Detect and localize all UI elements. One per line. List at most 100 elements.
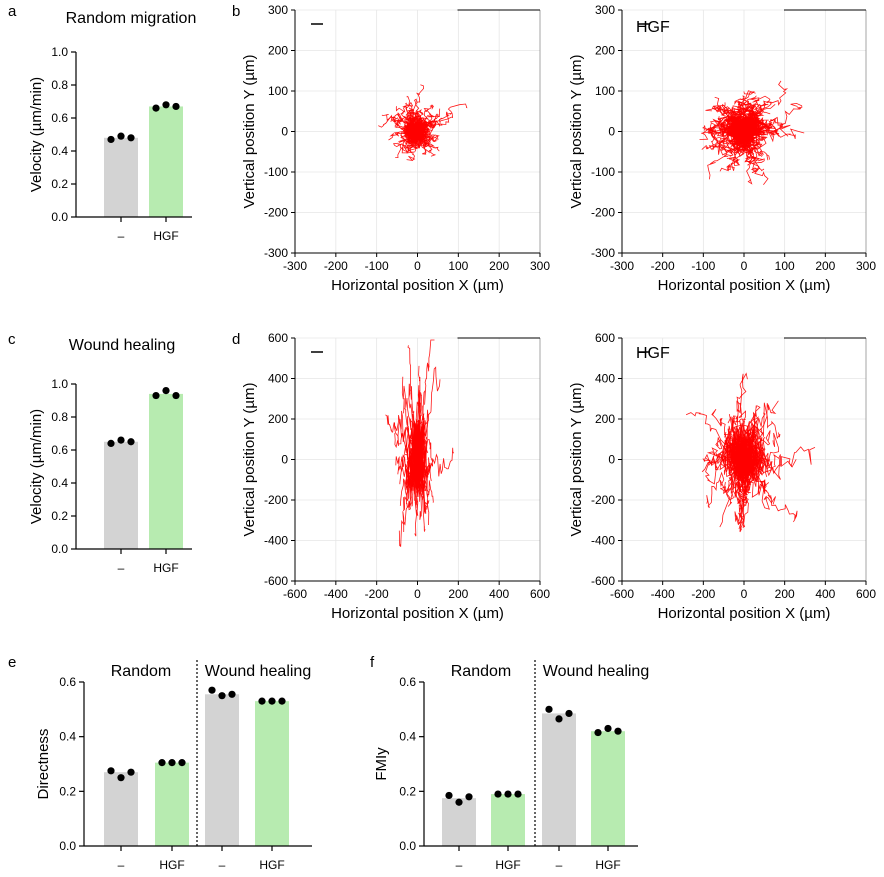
panel-letter-e: e: [8, 654, 16, 671]
y-axis-label-d1: Vertical position Y (µm): [241, 383, 258, 537]
data-point-e-0-0: [107, 767, 115, 775]
y-tick-label-c-2: 0.4: [51, 476, 68, 490]
data-point-a-1-0: [152, 104, 160, 112]
data-point-e-2-0: [208, 686, 216, 694]
data-point-f-1-0: [494, 790, 502, 798]
x-tick-label-d2-6: 600: [856, 587, 876, 601]
data-point-f-3-2: [614, 727, 622, 735]
data-point-e-1-1: [168, 759, 176, 767]
data-point-f-2-1: [555, 715, 563, 723]
x-axis-label-d1: Horizontal position X (µm): [331, 605, 504, 622]
y-axis-label-f: FMIy: [373, 747, 390, 781]
data-point-f-3-0: [594, 728, 602, 737]
data-point-a-1-1: [162, 101, 170, 109]
x-tick-label-d2-3: 0: [741, 587, 748, 601]
track-b1-93: [415, 128, 440, 152]
y-tick-label-d1-6: 600: [268, 331, 288, 345]
data-point-c-0-1: [117, 436, 125, 444]
group-label-e-0: Random: [111, 663, 171, 680]
y-tick-label-b2-2: -100: [591, 165, 615, 179]
y-tick-label-a-3: 0.6: [51, 111, 68, 125]
y-tick-label-e-2: 0.4: [59, 730, 76, 744]
bar-a-1: [149, 106, 183, 217]
x-tick-label-d1-5: 400: [489, 587, 509, 601]
y-tick-label-b2-3: 0: [608, 125, 615, 139]
group-label-f-0: Random: [451, 663, 511, 680]
condition-label-b2: HGF: [636, 19, 670, 36]
x-tick-label-b1-6: 300: [530, 259, 550, 273]
track-d2-109: [737, 445, 753, 474]
track-b1-109: [415, 125, 427, 135]
data-point-e-0-1: [117, 774, 125, 782]
y-tick-label-d1-0: -600: [264, 574, 288, 588]
x-tick-label-c-0: –: [118, 561, 125, 575]
track-b2-129: [740, 95, 771, 132]
bar-f-0: [442, 798, 476, 846]
data-point-e-1-0: [158, 759, 166, 767]
data-point-e-0-2: [127, 768, 135, 776]
y-tick-label-b2-4: 100: [595, 84, 615, 98]
track-d1-109: [410, 459, 419, 507]
x-tick-label-d1-6: 600: [530, 587, 550, 601]
panel-letter-b1: b: [232, 3, 240, 20]
x-axis-label-b2: Horizontal position X (µm): [658, 277, 831, 294]
panel-letter-d1: d: [232, 331, 240, 348]
y-tick-label-d2-1: -400: [591, 534, 615, 548]
bar-e-0: [104, 772, 138, 846]
track-plot-d2: -600 -400 -200 0 200 400 600 -600 -400 -200 0 200 40…: [568, 331, 876, 622]
track-b2-128: [701, 125, 747, 140]
x-tick-label-e-3: HGF: [259, 858, 284, 872]
data-point-f-0-2: [465, 793, 473, 801]
data-point-f-0-0: [445, 791, 453, 800]
x-tick-label-d1-1: -400: [324, 587, 348, 601]
data-point-a-1-2: [172, 102, 180, 111]
x-tick-label-b2-3: 0: [741, 259, 748, 273]
data-point-f-1-1: [504, 790, 512, 798]
x-tick-label-b1-5: 200: [489, 259, 509, 273]
data-point-f-2-2: [565, 709, 573, 718]
y-axis-label-c: Velocity (µm/min): [28, 409, 45, 524]
x-tick-label-b1-0: -300: [283, 259, 307, 273]
y-tick-label-b1-2: -100: [264, 165, 288, 179]
bar-f-1: [491, 794, 525, 846]
bar-e-1: [155, 762, 189, 846]
x-tick-label-a-0: –: [118, 229, 125, 243]
bar-f-3: [591, 731, 625, 846]
x-tick-label-b2-6: 300: [856, 259, 876, 273]
x-tick-label-d2-0: -600: [610, 587, 634, 601]
y-tick-label-b1-1: -200: [264, 206, 288, 220]
y-tick-label-b1-6: 300: [268, 3, 288, 17]
track-d2-91: [743, 405, 757, 465]
y-tick-label-a-4: 0.8: [51, 78, 68, 92]
track-d2-101: [726, 433, 746, 478]
x-tick-label-d2-1: -400: [651, 587, 675, 601]
chart-title-c: Wound healing: [69, 337, 175, 354]
x-tick-label-b2-4: 100: [775, 259, 795, 273]
track-b1-103: [406, 130, 425, 143]
data-point-f-0-1: [455, 798, 463, 806]
track-plot-b1: b -300 -200 -100 0 100 200 300 -300 -200 -100 0 100 2…: [232, 3, 550, 294]
x-tick-label-b1-4: 100: [448, 259, 468, 273]
x-tick-label-e-0: –: [118, 858, 125, 872]
x-tick-label-d1-2: -200: [365, 587, 389, 601]
track-b1-108: [410, 120, 427, 136]
y-tick-label-d1-2: -200: [264, 493, 288, 507]
bar-chart-c: c Wound healing 0.0 0.2 0.4 0.6 0.8 1.0 – HGF Velo…: [8, 331, 192, 575]
bar-c-1: [149, 393, 183, 549]
y-tick-label-c-3: 0.6: [51, 443, 68, 457]
y-tick-label-f-2: 0.4: [399, 730, 416, 744]
y-tick-label-a-1: 0.2: [51, 177, 68, 191]
y-tick-label-d2-4: 200: [595, 412, 615, 426]
x-tick-label-b1-2: -100: [365, 259, 389, 273]
panel-letter-a: a: [8, 3, 17, 20]
bar-f-2: [542, 713, 576, 846]
data-point-e-3-1: [268, 697, 276, 705]
y-tick-label-a-5: 1.0: [51, 45, 68, 59]
data-point-a-0-0: [107, 135, 115, 144]
x-tick-label-c-1: HGF: [153, 561, 178, 575]
x-tick-label-d1-0: -600: [283, 587, 307, 601]
track-d1-95: [417, 439, 430, 474]
x-tick-label-e-2: –: [219, 858, 226, 872]
y-tick-label-b1-3: 0: [281, 125, 288, 139]
y-tick-label-d1-1: -400: [264, 534, 288, 548]
